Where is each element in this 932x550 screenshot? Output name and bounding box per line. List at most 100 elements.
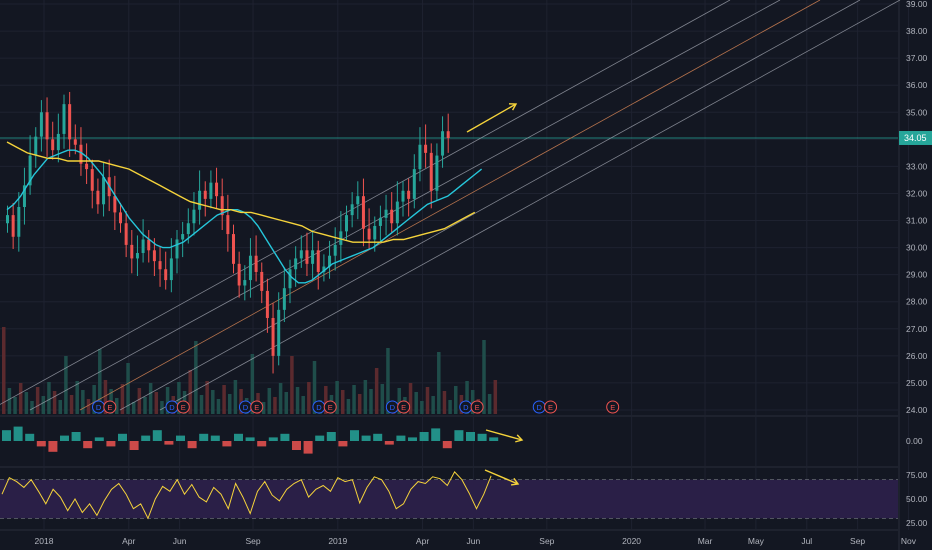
candle-body: [373, 225, 377, 240]
osc-down-arrow: [485, 429, 523, 441]
volume-bar: [267, 388, 272, 414]
candle-body: [28, 155, 32, 186]
volume-bar: [177, 382, 181, 414]
rsi-down-arrow: [484, 469, 519, 485]
candle-body: [305, 250, 309, 264]
volume-bar: [442, 391, 447, 414]
osc-bar: [94, 437, 104, 441]
rsi-band: [0, 479, 898, 519]
candle-body: [367, 228, 371, 240]
y-tick-label: 38.00: [906, 26, 928, 36]
oscillator-histogram: [2, 426, 499, 454]
annotations[interactable]: [466, 103, 524, 486]
rsi-down-arrow-head: [510, 477, 520, 486]
x-tick-label: May: [748, 536, 765, 546]
event-marker-label: E: [401, 403, 406, 412]
volume-bar: [431, 396, 435, 414]
candle-body: [209, 182, 213, 199]
rsi-tick-label: 25.00: [906, 518, 928, 528]
volume-bar: [160, 401, 164, 414]
osc-bar: [176, 435, 185, 441]
last-price-tag-label: 34.05: [904, 133, 927, 143]
candle-body: [333, 244, 337, 256]
trend-channel[interactable]: [0, 0, 901, 411]
volume-bar: [465, 381, 469, 414]
y-tick-label: 39.00: [906, 0, 928, 9]
volume-bar: [487, 394, 492, 414]
candle-body: [147, 239, 151, 251]
volume-bar: [301, 396, 305, 414]
y-tick-label: 26.00: [906, 351, 928, 361]
candle-body: [294, 258, 298, 270]
y-tick-label: 29.00: [906, 270, 928, 280]
price-up-arrow: [466, 103, 517, 133]
osc-bar: [210, 435, 220, 441]
candle-body: [141, 239, 145, 254]
candle-body: [6, 215, 9, 224]
candle-body: [288, 269, 292, 289]
volume-bar: [7, 388, 12, 414]
last-price-tag: 34.05: [899, 130, 932, 145]
event-marker-circle: [544, 400, 558, 414]
event-marker-label: E: [548, 403, 553, 412]
osc-bar: [187, 441, 197, 449]
osc-bar: [25, 433, 35, 441]
event-marker-label: E: [610, 403, 615, 412]
volume-bar: [222, 385, 226, 414]
osc-bar: [234, 433, 243, 441]
candle-body: [152, 250, 156, 262]
candle-body: [361, 196, 365, 229]
volume-bar: [52, 391, 57, 414]
candle-body: [401, 190, 405, 202]
osc-bar: [199, 433, 209, 441]
candle-body: [17, 207, 21, 237]
osc-bar: [361, 435, 371, 441]
x-tick-label: 2019: [328, 536, 347, 546]
volume-bar: [239, 389, 243, 414]
volume-bar: [352, 385, 356, 414]
event-marker-label: E: [328, 403, 333, 412]
x-tick-label: Mar: [698, 536, 713, 546]
osc-bar: [141, 435, 151, 441]
osc-bar: [431, 428, 441, 441]
candle-body: [203, 190, 207, 199]
volume-bar: [75, 381, 79, 414]
osc-bar: [489, 437, 499, 441]
volume-bar: [35, 387, 40, 414]
osc-bar: [13, 426, 23, 441]
candle-body: [192, 209, 196, 224]
volume-bar: [228, 394, 232, 414]
volume-bar: [261, 402, 266, 414]
event-marker-label: E: [254, 403, 259, 412]
candle-body: [248, 255, 252, 281]
volume-bar: [126, 363, 130, 414]
y-tick-label: 37.00: [906, 53, 928, 63]
event-marker-label: D: [316, 403, 322, 412]
candle-body: [56, 133, 60, 151]
candle-body: [395, 201, 399, 224]
candle-body: [390, 209, 394, 224]
candle-body: [68, 104, 72, 140]
candle-body: [181, 234, 185, 240]
volume-bar: [154, 392, 159, 414]
volume-bar: [250, 354, 255, 414]
candle-body: [378, 217, 382, 226]
volume-bar: [13, 397, 17, 414]
y-tick-label: 35.00: [906, 107, 928, 117]
candle-body: [11, 215, 15, 237]
volume-bar: [98, 349, 102, 414]
candle-body: [328, 255, 332, 267]
osc-bar: [48, 441, 58, 452]
event-marker-label: D: [390, 403, 396, 412]
volume-bar: [482, 340, 486, 414]
candle-body: [39, 112, 43, 137]
candle-body: [277, 309, 281, 356]
x-tick-label: Apr: [416, 536, 429, 546]
osc-bar: [152, 430, 162, 441]
candle-body: [237, 263, 241, 286]
candle-body: [96, 190, 100, 205]
volume-bar: [194, 341, 198, 414]
volume-bar: [205, 381, 209, 414]
